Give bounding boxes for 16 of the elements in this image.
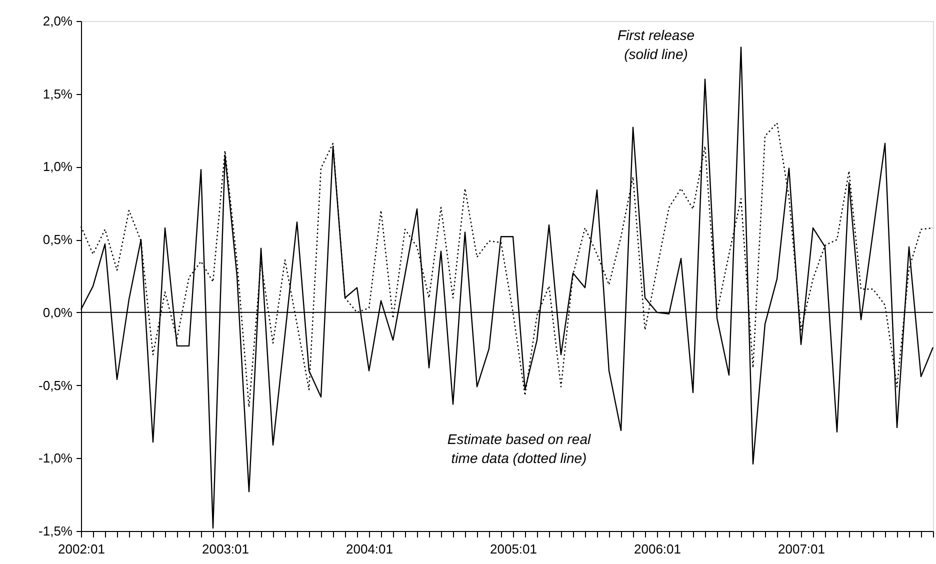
x-tick-label: 2006:01 xyxy=(634,542,681,556)
y-tick-label: 1,0% xyxy=(42,159,73,174)
x-tick-label: 2003:01 xyxy=(202,542,249,556)
x-tick-label: 2004:01 xyxy=(346,542,393,556)
x-tick-label: 2007:01 xyxy=(778,542,825,556)
y-tick-label: 2,0% xyxy=(42,14,73,28)
y-tick-label: -1,0% xyxy=(38,450,73,466)
annotation: Estimate based on real time data (dotted line) xyxy=(447,431,592,466)
y-tick-label: 0,5% xyxy=(42,232,73,248)
y-tick-label: 0,0% xyxy=(42,304,73,320)
y-tick-label: -0,5% xyxy=(38,378,73,393)
y-tick-label: 1,5% xyxy=(42,86,73,102)
x-tick-label: 2002:01 xyxy=(58,542,105,556)
annotation: First release (solid line) xyxy=(617,27,695,62)
x-tick-label: 2005:01 xyxy=(490,542,537,556)
y-tick-label: -1,5% xyxy=(38,524,73,538)
